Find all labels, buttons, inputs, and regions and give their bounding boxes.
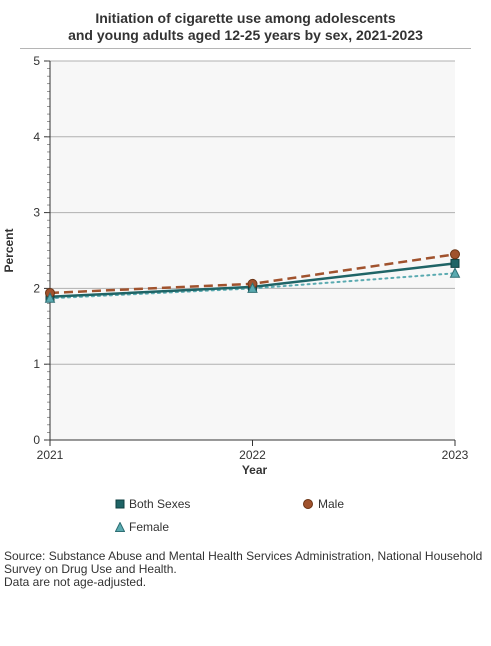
data-point-female — [247, 282, 258, 293]
data-point-female — [44, 292, 56, 303]
legend-label-male: Male — [318, 497, 345, 511]
plot-background — [50, 61, 455, 440]
legend-label-female: Female — [129, 520, 170, 534]
y-tick-label: 0 — [33, 433, 40, 447]
legend-label-both-sexes: Both Sexes — [129, 497, 191, 511]
x-axis-title: Year — [242, 463, 268, 477]
triangle-marker-icon — [115, 522, 125, 532]
y-axis-title: Percent — [2, 228, 16, 272]
chart-title: Initiation of cigarette use among adoles… — [0, 10, 491, 44]
data-point-female — [449, 267, 461, 278]
chart-title-line-2: and young adults aged 12-25 years by sex… — [68, 27, 423, 43]
line-chart: 0 1 2 3 4 5 2021 2022 2023 Year Percent — [2, 54, 469, 477]
y-tick-label: 2 — [33, 281, 40, 295]
data-point-both-sexes — [450, 258, 460, 268]
source-line-1: Source: Substance Abuse and Mental Healt… — [4, 549, 483, 576]
data-point-male — [450, 249, 460, 260]
legend-item-female[interactable]: Female — [115, 520, 169, 534]
y-tick-label: 5 — [33, 54, 40, 68]
legend-item-male[interactable]: Male — [302, 497, 344, 511]
square-marker-icon — [115, 499, 125, 509]
series-line-female — [49, 272, 456, 300]
title-divider — [20, 48, 471, 49]
y-tick-label: 3 — [33, 206, 40, 220]
x-tick-label: 2023 — [442, 448, 469, 462]
chart-title-line-1: Initiation of cigarette use among adoles… — [95, 10, 396, 26]
source-line-2: Data are not age-adjusted. — [4, 575, 147, 589]
legend-item-both-sexes[interactable]: Both Sexes — [115, 497, 190, 511]
x-tick-label: 2022 — [239, 448, 266, 462]
y-tick-label: 4 — [33, 130, 40, 144]
source-note: Source: Substance Abuse and Mental Healt… — [4, 550, 488, 589]
y-tick-label: 1 — [33, 357, 40, 371]
circle-marker-icon — [303, 499, 313, 509]
x-tick-label: 2021 — [37, 448, 64, 462]
